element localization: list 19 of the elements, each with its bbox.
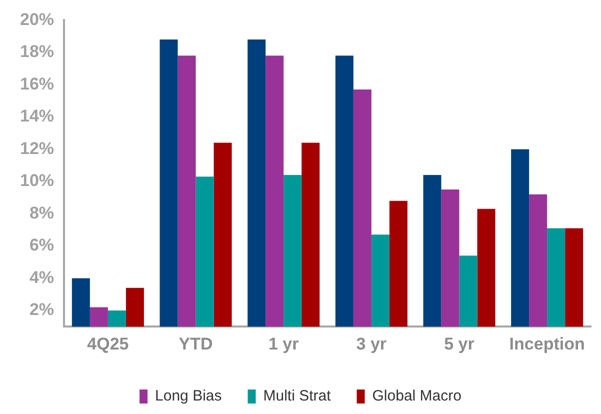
x-tick-label: Inception (509, 334, 585, 354)
legend-label: Long Bias (155, 388, 222, 405)
y-tick-label: 8% (29, 203, 54, 222)
y-tick-label: 18% (20, 42, 54, 62)
y-tick-label: 20% (20, 10, 54, 29)
legend-label: Global Macro (372, 388, 462, 405)
y-tick-label: 6% (29, 236, 54, 255)
legend-label: Multi Strat (263, 388, 332, 405)
y-tick-label: 4% (29, 268, 54, 287)
x-tick-label: 5 yr (444, 334, 475, 354)
y-tick-label: 12% (20, 138, 54, 158)
y-tick-label: 14% (20, 106, 54, 126)
y-tick-label: 16% (20, 74, 54, 94)
x-tick-label: YTD (178, 334, 213, 354)
x-tick-label: 4Q25 (87, 334, 129, 354)
y-tick-label: 10% (20, 171, 54, 190)
x-tick-label: 3 yr (356, 334, 387, 354)
x-tick-label: 1 yr (268, 334, 300, 354)
y-tick-label: 2% (29, 300, 54, 320)
